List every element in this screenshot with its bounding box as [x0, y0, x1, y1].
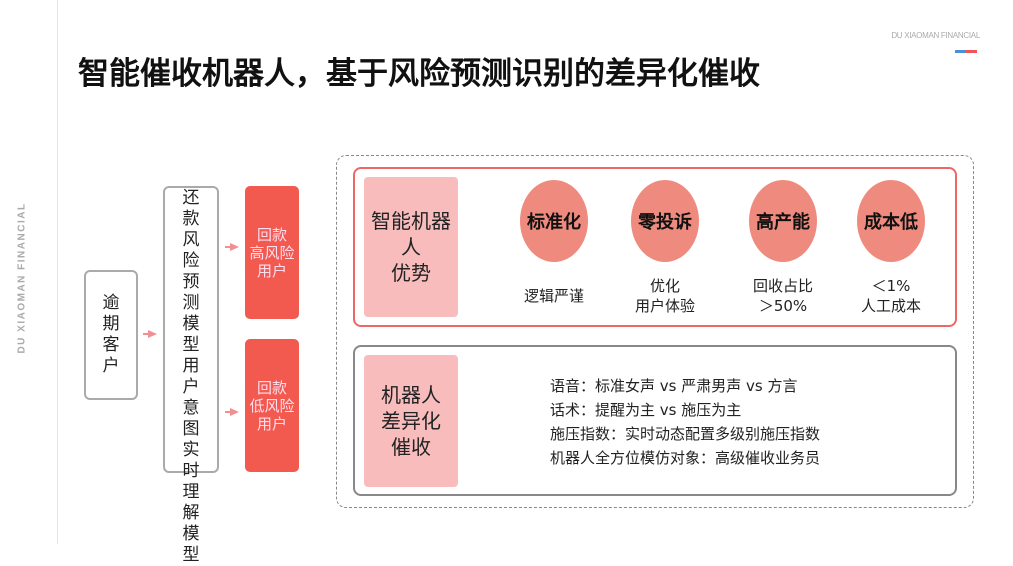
- list-item: 语音：标准女声 vs 严肃男声 vs 方言: [550, 377, 798, 395]
- brand-logo-text: DU XIAOMAN FINANCIAL: [891, 31, 980, 40]
- advantage-desc: ＜1% 人工成本: [860, 277, 921, 315]
- advantage-circle: 零投诉: [631, 180, 699, 262]
- differentiation-panel: [353, 345, 957, 496]
- advantage-circle: 成本低: [857, 180, 925, 262]
- advantages-panel: [353, 167, 957, 327]
- list-item: 施压指数：实时动态配置多级别施压指数: [550, 425, 821, 443]
- differentiation-list: 语音：标准女声 vs 严肃男声 vs 方言 话术：提醒为主 vs 施压为主 施压…: [550, 374, 820, 470]
- advantage-circle: 标准化: [520, 180, 588, 262]
- model-box: 还款风险预测模型 用户意图实时理解模型: [163, 186, 219, 565]
- differentiation-label: 机器人 差异化 催收: [364, 355, 458, 487]
- dashed-container: [336, 155, 974, 508]
- list-item: 机器人全方位模仿对象：高级催收业务员: [550, 449, 821, 467]
- slide-title: 智能催收机器人，基于风险预测识别的差异化催收: [78, 56, 760, 92]
- advantage-desc: 回收占比 ＞50%: [752, 277, 813, 315]
- risk-model-label: 还款风险预测模型: [182, 188, 200, 355]
- advantage-desc: 优化 用户体验: [634, 277, 695, 315]
- list-item: 话术：提醒为主 vs 施压为主: [550, 401, 742, 419]
- low-risk-users-box: 回款 低风险 用户: [245, 339, 299, 472]
- brand-bar: [955, 50, 977, 53]
- customer-label: 逾期客户: [102, 293, 120, 376]
- arrow-icon: [143, 330, 157, 338]
- high-risk-users-box: 回款 高风险 用户: [245, 186, 299, 319]
- brand-vertical: DU XIAOMAN FINANCIAL: [16, 202, 28, 354]
- advantage-desc: 逻辑严谨: [523, 287, 584, 305]
- advantages-label: 智能机器人 优势: [364, 177, 458, 317]
- arrow-icon: [225, 243, 239, 251]
- intent-model-label: 用户意图实时理解模型: [182, 356, 200, 565]
- overdue-customer-box: 逾期客户: [84, 270, 138, 400]
- advantage-circle: 高产能: [749, 180, 817, 262]
- arrow-icon: [225, 408, 239, 416]
- left-divider: [57, 0, 58, 544]
